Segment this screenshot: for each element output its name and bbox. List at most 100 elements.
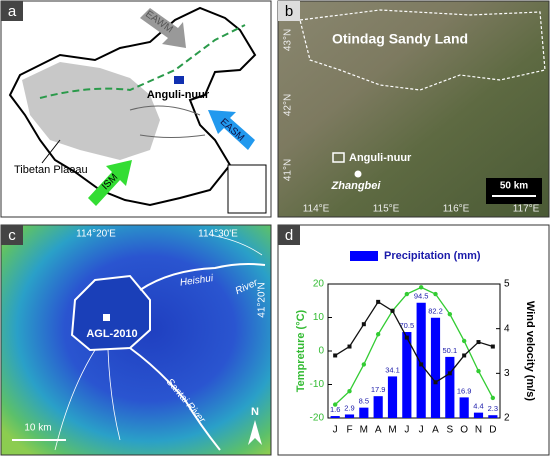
x-tick-label: J <box>404 425 409 436</box>
marker <box>332 402 338 407</box>
lon-label: 116°E <box>443 204 470 215</box>
value-label: 17.9 <box>371 385 386 394</box>
easm-arrow <box>208 110 255 150</box>
value-label: 34.1 <box>385 365 400 374</box>
marker <box>376 299 381 304</box>
y-tick-label: 0 <box>318 346 324 357</box>
marker <box>418 285 424 290</box>
town-marker <box>354 170 362 178</box>
monsoon-boundary <box>39 24 246 99</box>
scale-box <box>486 178 542 204</box>
bar <box>387 376 398 418</box>
marker <box>447 371 452 376</box>
bar <box>473 412 484 418</box>
line <box>334 286 494 406</box>
marker <box>361 322 366 327</box>
x-tick-label: S <box>446 425 453 436</box>
lon-label: 114°20'E <box>76 229 116 240</box>
bar <box>344 414 355 418</box>
lon-label: 114°30'E <box>198 229 238 240</box>
panel-label-box <box>278 225 300 245</box>
panel-label: d <box>285 227 293 244</box>
bar <box>330 416 340 418</box>
bar <box>488 415 498 418</box>
plateau-label: Tibetan Plaeau <box>14 164 88 176</box>
satellite-image <box>277 0 550 218</box>
marker <box>347 389 352 394</box>
lon-label: 117°E <box>513 204 540 215</box>
site-marker <box>174 76 184 84</box>
value-label: 2.9 <box>344 403 354 412</box>
sandy-land-boundary <box>299 9 546 91</box>
bar <box>373 396 383 418</box>
lat-label: 41°20'N <box>257 282 268 317</box>
scale-label: 10 km <box>24 423 51 434</box>
plateau-area <box>22 62 160 160</box>
y-tick-label: 20 <box>313 279 325 290</box>
value-label: 82.2 <box>428 307 443 316</box>
town-label: Zhangbei <box>331 180 382 192</box>
lat-label: 42°N <box>283 94 294 116</box>
marker <box>404 291 410 297</box>
leader-line <box>41 139 61 164</box>
y2-tick-label: 2 <box>504 413 510 424</box>
site-marker <box>332 152 345 163</box>
north-label: N <box>251 406 259 418</box>
value-label: 2.3 <box>488 404 498 413</box>
line <box>334 300 494 384</box>
marker <box>390 308 395 313</box>
panel-d: d -20 -10 0 10 20 2 3 4 5 Tempreture (°C) Wind vel… <box>277 224 550 456</box>
y-axis-title: Tempreture (°C) <box>295 309 307 392</box>
value-label: 94.5 <box>414 292 429 301</box>
value-label: 50.1 <box>443 346 458 355</box>
x-tick-label: A <box>432 425 439 436</box>
lat-label: 43°N <box>283 29 294 51</box>
marker <box>476 340 481 345</box>
heishui-river <box>139 263 266 291</box>
scale-label: 50 km <box>500 181 528 192</box>
marker <box>462 353 467 358</box>
ism-arrow <box>88 160 132 206</box>
marker <box>419 362 424 367</box>
marker <box>375 332 381 337</box>
tributaries <box>54 234 263 451</box>
value-label: 1.6 <box>330 405 340 414</box>
x-tick-label: M <box>388 425 396 436</box>
marker <box>461 338 467 344</box>
x-tick-label: N <box>475 425 482 436</box>
y-tick-label: -10 <box>310 379 325 390</box>
lat-label: 41°N <box>283 159 294 181</box>
marker <box>490 344 495 349</box>
panel-label: a <box>8 3 17 20</box>
marker <box>361 362 367 367</box>
marker <box>433 291 438 297</box>
panel-frame <box>277 224 550 456</box>
bar <box>445 356 455 418</box>
panel-a: EAWM EASM ISM Anguli-nuur Tibetan Plaeau… <box>0 0 272 218</box>
lon-label: 115°E <box>373 204 400 215</box>
legend-label: Precipitation (mm) <box>384 250 481 262</box>
y2-tick-label: 5 <box>504 279 510 290</box>
marker <box>447 311 453 317</box>
bar <box>459 397 469 418</box>
value-label: 8.5 <box>359 397 369 406</box>
rivers <box>129 105 206 138</box>
x-tick-label: A <box>375 425 382 436</box>
marker <box>347 344 352 349</box>
y2-axis-title: Wind velocity (m/s) <box>524 301 536 401</box>
value-label: 70.5 <box>400 321 415 330</box>
y2-tick-label: 4 <box>504 323 510 334</box>
panel-label-box <box>278 1 300 21</box>
bar <box>430 317 441 418</box>
x-tick-label: M <box>360 425 368 436</box>
panel-label: b <box>285 3 293 20</box>
site-label: Anguli-nuur <box>349 152 412 164</box>
panel-label-box <box>1 225 23 245</box>
marker <box>404 335 409 340</box>
x-tick-label: J <box>333 425 338 436</box>
panel-label-box <box>1 1 23 21</box>
sandy-land-label: Otindag Sandy Land <box>332 31 468 47</box>
river-label: Heishui <box>179 273 214 289</box>
value-label: 4.4 <box>473 402 483 411</box>
core-marker <box>103 314 110 321</box>
